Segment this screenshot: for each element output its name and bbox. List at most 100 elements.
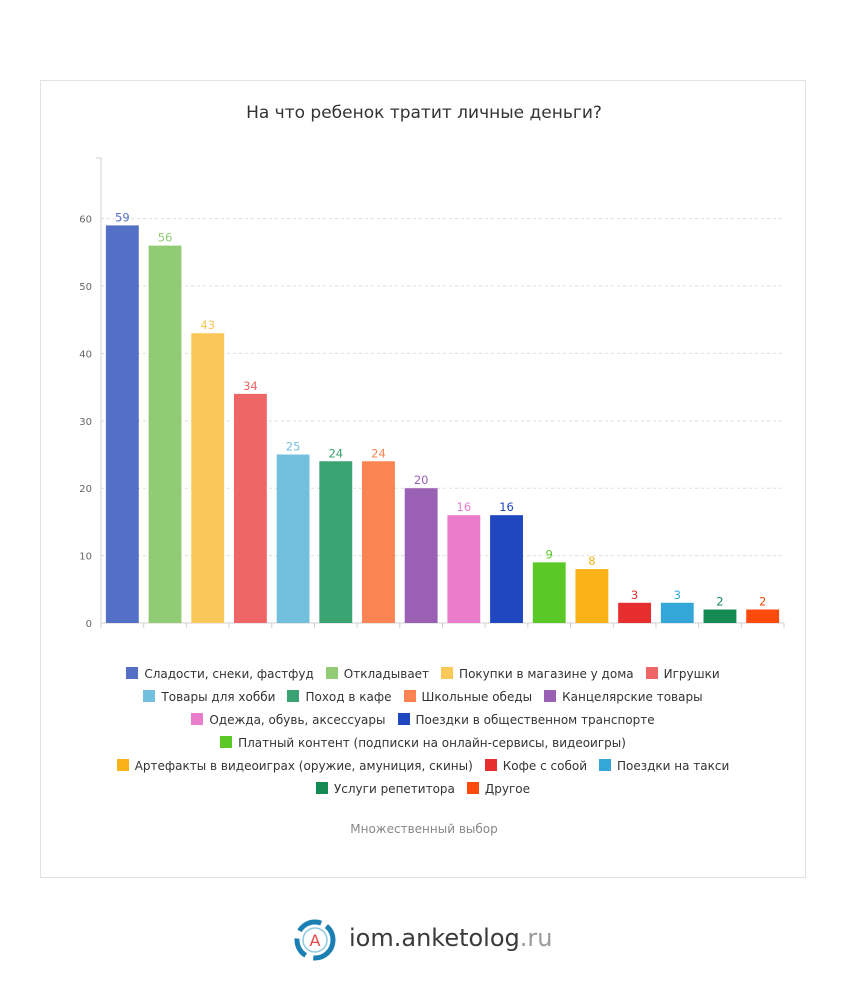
legend-item[interactable]: Другое [466, 778, 531, 801]
legend-swatch [441, 667, 454, 679]
legend-label: Школьные обеды [421, 690, 533, 704]
y-tick-label: 30 [79, 417, 92, 428]
legend-label: Товары для хобби [161, 690, 276, 704]
legend-label: Поездки на такси [617, 759, 730, 773]
legend-label: Сладости, снеки, фастфуд [144, 667, 314, 681]
bar [276, 454, 310, 623]
legend-swatch [484, 759, 497, 771]
y-tick-label: 40 [79, 349, 92, 360]
legend-label: Поездки в общественном транспорте [415, 713, 655, 727]
legend-item[interactable]: Покупки в магазине у дома [441, 663, 634, 686]
legend-item[interactable]: Откладывает [325, 663, 430, 686]
legend-item[interactable]: Сладости, снеки, фастфуд [126, 663, 314, 686]
legend-label: Платный контент (подписки на онлайн-серв… [238, 736, 626, 750]
legend-swatch [403, 690, 416, 702]
logo-text: iom.anketolog.ru [349, 924, 552, 952]
legend-item[interactable]: Поход в кафе [287, 686, 392, 709]
legend-label: Канцелярские товары [562, 690, 703, 704]
legend-row: Артефакты в видеоиграх (оружие, амуниция… [60, 755, 786, 778]
y-tick-label: 20 [79, 484, 92, 495]
legend-label: Одежда, обувь, аксессуары [209, 713, 386, 727]
legend-item[interactable]: Одежда, обувь, аксессуары [191, 709, 386, 732]
legend-item[interactable]: Школьные обеды [403, 686, 533, 709]
legend-swatch [599, 759, 611, 771]
legend-row: Платный контент (подписки на онлайн-серв… [60, 732, 786, 755]
bar [746, 609, 780, 623]
chart-title: На что ребенок тратит личные деньги? [246, 103, 602, 123]
bar-value-label: 3 [631, 588, 638, 602]
legend-label: Поход в кафе [305, 690, 392, 704]
legend-item[interactable]: Поездки в общественном транспорте [397, 709, 655, 732]
bar [362, 461, 395, 623]
legend-item[interactable]: Игрушки [645, 663, 720, 686]
legend-item[interactable]: Канцелярские товары [544, 686, 703, 709]
legend-item[interactable]: Поездки на такси [599, 755, 729, 778]
bar-value-label: 9 [546, 547, 553, 561]
legend-row: Услуги репетитора Другое [60, 778, 786, 801]
legend-item[interactable]: Платный контент (подписки на онлайн-серв… [220, 732, 626, 755]
y-tick-label: 60 [79, 215, 92, 226]
legend-swatch [315, 782, 328, 794]
bar [660, 602, 694, 623]
bar-value-label: 56 [158, 231, 173, 245]
legend-row: Сладости, снеки, фастфуд Откладывает Покуп… [60, 663, 786, 686]
legend-swatch [126, 667, 139, 679]
bar [319, 461, 353, 623]
bar-value-label: 8 [588, 554, 595, 568]
legend-row: Одежда, обувь, аксессуары Поездки в общес… [60, 709, 786, 732]
bar-value-label: 2 [759, 595, 766, 609]
legend-swatch [466, 782, 479, 794]
legend-swatch [143, 690, 156, 702]
legend-label: Покупки в магазине у дома [459, 667, 634, 681]
bar-value-label: 59 [115, 210, 130, 224]
legend-swatch [544, 690, 557, 702]
chart-footnote: Множественный выбор [350, 822, 498, 836]
legend-label: Услуги репетитора [333, 782, 455, 796]
legend-swatch [220, 736, 233, 748]
y-tick-label: 0 [86, 619, 92, 630]
bar [148, 245, 182, 623]
bar-value-label: 2 [716, 595, 723, 609]
bar [404, 488, 438, 623]
bar [233, 393, 267, 623]
bar-value-label: 25 [286, 440, 301, 454]
bar [447, 515, 481, 623]
bar [191, 333, 225, 623]
legend-item[interactable]: Кофе с собой [484, 755, 587, 778]
bar-value-label: 24 [371, 446, 386, 460]
legend-label: Кофе с собой [502, 759, 587, 773]
legend-label: Артефакты в видеоиграх (оружие, амуниция… [134, 759, 473, 773]
bar-value-label: 43 [200, 318, 215, 332]
bar [618, 602, 652, 623]
legend-swatch [287, 690, 300, 702]
anketolog-logo-icon: A [294, 919, 336, 961]
logo-letter: A [310, 931, 321, 950]
bar [105, 225, 139, 624]
y-tick-label: 10 [79, 552, 92, 563]
legend-item[interactable]: Услуги репетитора [315, 778, 455, 801]
y-tick-label: 50 [79, 282, 92, 293]
bar-value-label: 16 [457, 500, 472, 514]
legend-swatch [645, 667, 658, 679]
legend-swatch [397, 713, 410, 725]
bar-value-label: 34 [243, 379, 258, 393]
legend-row: Товары для хобби Поход в кафе Школьные обе… [60, 686, 786, 709]
bar-value-label: 24 [328, 446, 343, 460]
site-name: iom.anketolog [349, 924, 520, 952]
legend-item[interactable]: Артефакты в видеоиграх (оружие, амуниция… [116, 755, 473, 778]
bar-value-label: 16 [499, 500, 514, 514]
bar-value-label: 3 [674, 588, 681, 602]
chart-legend: Сладости, снеки, фастфуд Откладывает Покуп… [60, 663, 786, 801]
anketolog-logo[interactable]: A iom.anketolog.ru [293, 918, 563, 962]
legend-item[interactable]: Товары для хобби [143, 686, 275, 709]
bar [532, 562, 566, 623]
legend-label: Игрушки [663, 667, 720, 681]
site-tld: .ru [519, 924, 553, 952]
legend-swatch [191, 713, 204, 725]
bar [575, 569, 609, 623]
legend-swatch [116, 759, 129, 771]
legend-label: Откладывает [343, 667, 430, 681]
legend-swatch [325, 667, 338, 679]
legend-label: Другое [484, 782, 531, 796]
